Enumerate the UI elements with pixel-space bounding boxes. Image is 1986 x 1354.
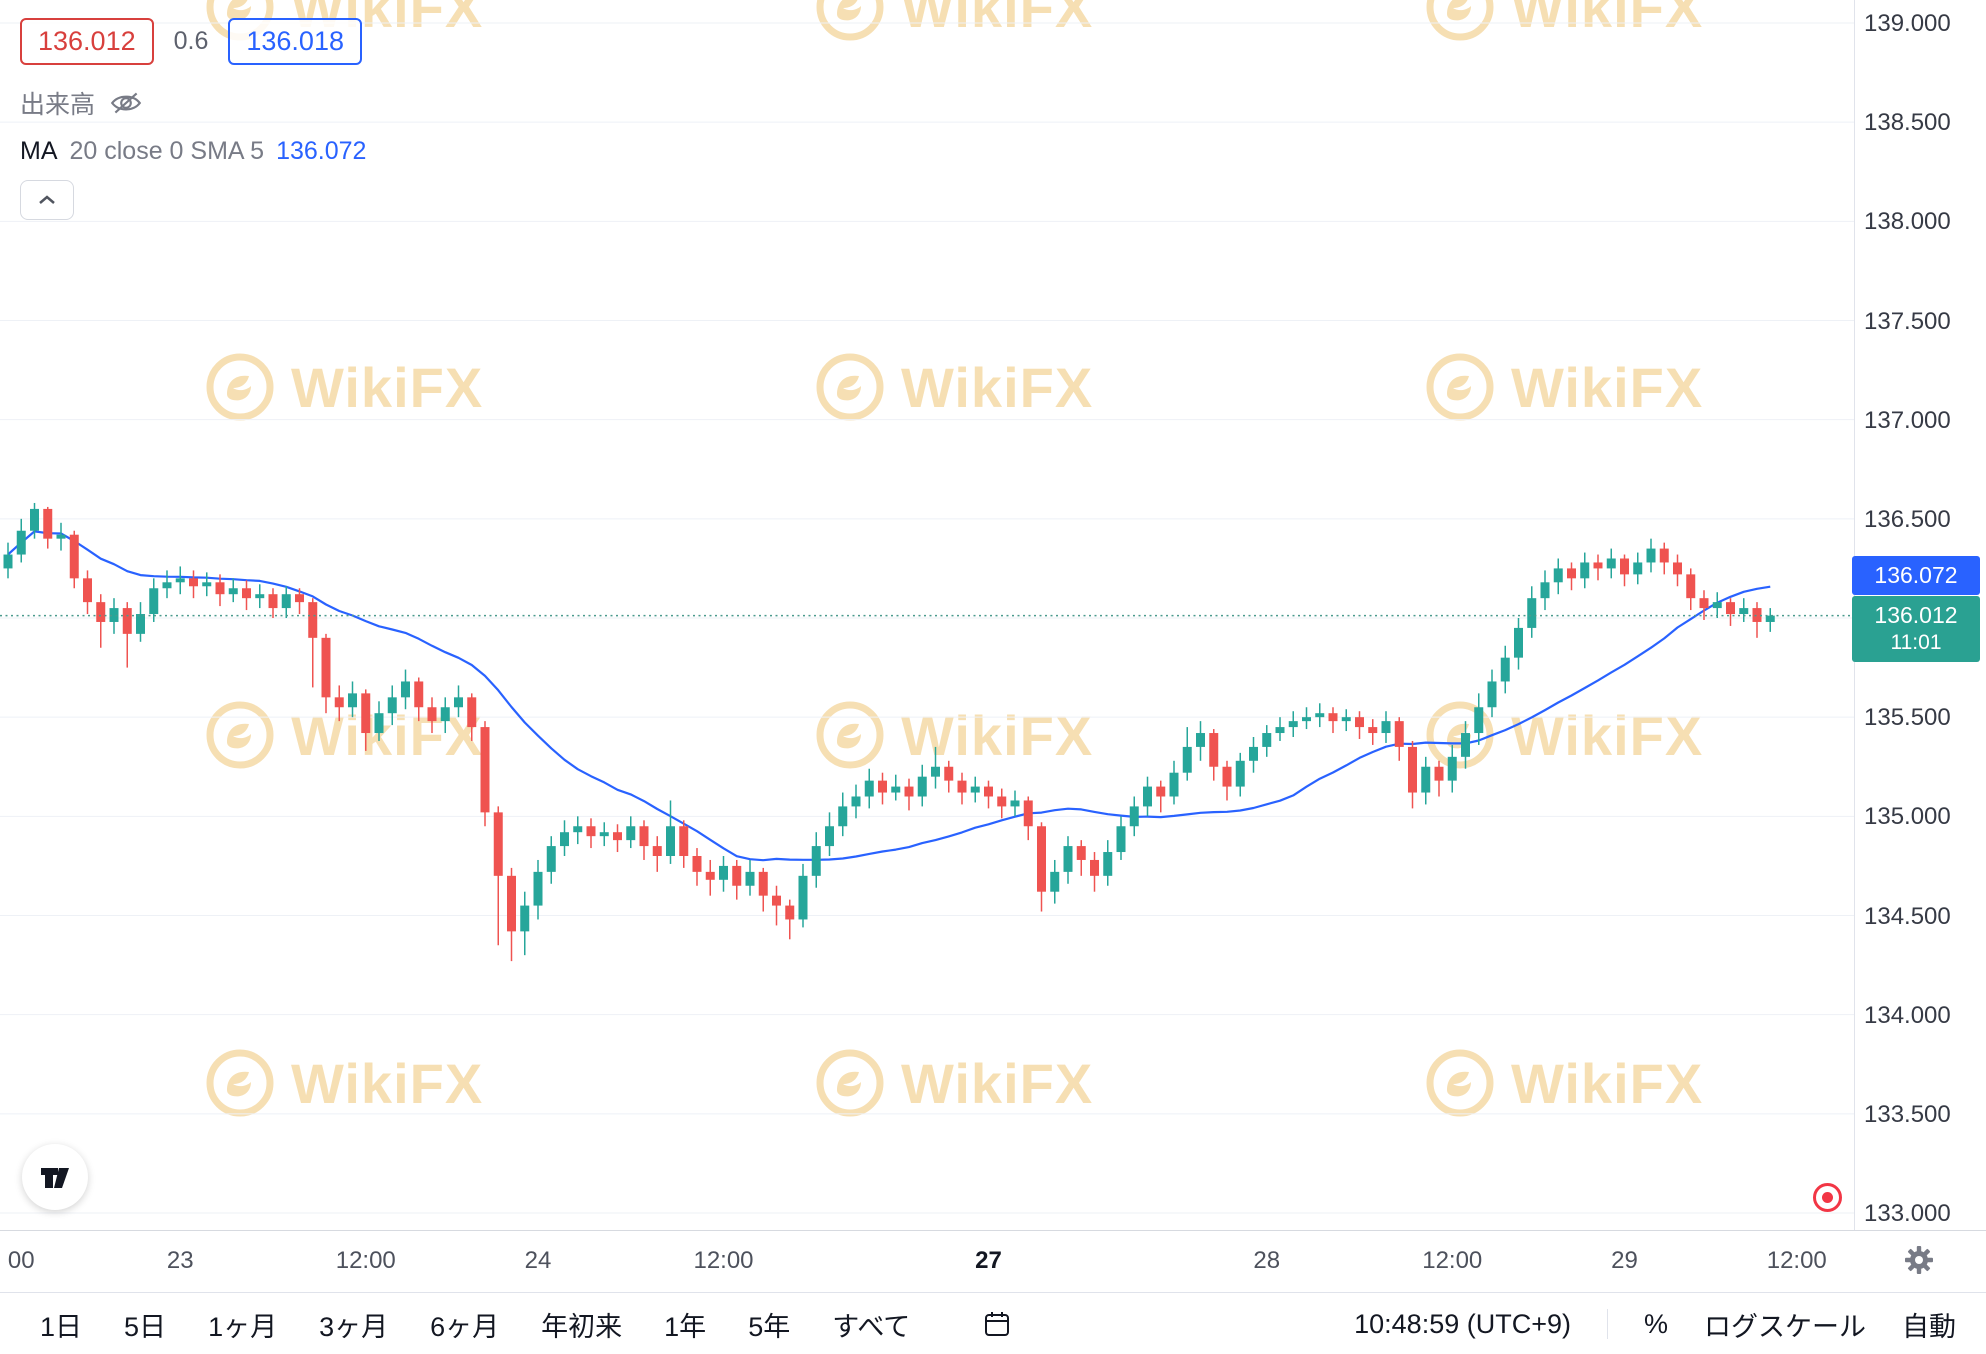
range-5year-button[interactable]: 5年 [748,1305,790,1344]
ma-params: 20 close 0 SMA 5 [69,137,265,165]
last-badge-price: 136.012 [1874,601,1958,628]
collapse-legend-button[interactable] [20,180,74,220]
time-axis-label: 23 [166,1247,194,1274]
price-axis-label: 135.000 [1864,803,1951,831]
price-axis-label: 133.500 [1864,1100,1951,1128]
time-axis-label: 12:00 [1422,1247,1483,1274]
eye-slash-icon[interactable] [109,90,143,116]
range-buttons: 1日 5日 1ヶ月 3ヶ月 6ヶ月 年初来 1年 5年 すべて [0,1305,910,1344]
last-price-badge: 136.012 11:01 [1852,595,1980,662]
price-axis-label: 135.500 [1864,704,1951,732]
time-axis-label: 29 [1611,1247,1638,1274]
bottom-toolbar: 1日 5日 1ヶ月 3ヶ月 6ヶ月 年初来 1年 5年 すべて 10:48:59… [0,1292,1986,1354]
quote-row: 136.012 0.6 136.018 [20,18,366,65]
price-axis[interactable]: 133.000 133.500 134.000 134.500 135.000 135.5… [1852,0,1986,1230]
price-axis-label: 133.000 [1864,1200,1951,1227]
ask-price-box[interactable]: 136.018 [228,18,362,65]
range-1month-button[interactable]: 1ヶ月 [208,1305,277,1344]
time-axis-label: 12:00 [1766,1247,1827,1274]
ma-badge-value: 136.072 [1874,561,1958,588]
tradingview-logo[interactable] [22,1144,88,1210]
ma-current-value: 136.072 [276,137,367,165]
time-axis-label: 12:00 [693,1247,754,1274]
price-axis-label: 139.000 [1864,10,1951,37]
price-axis-label: 137.000 [1864,406,1951,434]
range-3month-button[interactable]: 3ヶ月 [319,1305,388,1344]
range-1day-button[interactable]: 1日 [40,1305,82,1344]
chart-plot-area[interactable]: WikiFX WikiFX WikiFX WikiFX WikiFX WikiFX Wiki… [0,0,1855,1230]
chart-legend: 136.012 0.6 136.018 出来高 MA [20,18,366,220]
clock[interactable]: 10:48:59 (UTC+9) [1354,1308,1571,1339]
time-axis-label: 27 [975,1247,1002,1274]
spread-value: 0.6 [173,27,209,55]
time-axis-label: 12:00 [335,1247,396,1274]
price-axis-label: 136.500 [1864,505,1951,533]
candlestick-chart[interactable] [0,0,1855,1230]
price-axis-label: 138.500 [1864,109,1951,137]
toolbar-right: 10:48:59 (UTC+9) % ログスケール 自動 [1354,1305,1986,1344]
price-axis-label: 134.500 [1864,902,1951,930]
price-axis-label: 137.500 [1864,307,1951,335]
bid-price: 136.012 [38,26,136,56]
time-axis-label: 24 [524,1247,552,1274]
time-axis[interactable]: 00 23 12:00 24 12:00 27 28 12:00 29 12:00 [0,1230,1986,1293]
percent-scale-button[interactable]: % [1643,1308,1668,1339]
time-axis-label: 00 [7,1247,35,1274]
go-to-date-icon[interactable] [982,1309,1012,1339]
range-5day-button[interactable]: 5日 [124,1305,166,1344]
price-axis-label: 134.000 [1864,1001,1951,1029]
ask-price: 136.018 [246,26,344,56]
ma-indicator-legend[interactable]: MA 20 close 0 SMA 5 136.072 [20,137,366,166]
record-icon[interactable] [1811,1181,1844,1214]
price-axis-label: 138.000 [1864,208,1951,236]
volume-label: 出来高 [20,91,96,119]
range-all-button[interactable]: すべて [832,1305,910,1344]
toolbar-divider [1606,1309,1608,1339]
volume-row: 出来高 [20,85,366,121]
bid-price-box[interactable]: 136.012 [20,18,154,65]
last-badge-countdown: 11:01 [1890,631,1942,655]
chevron-up-icon [36,193,58,207]
gear-icon[interactable] [1904,1245,1934,1275]
ma-name: MA [20,137,58,165]
range-1year-button[interactable]: 1年 [664,1305,706,1344]
log-scale-button[interactable]: ログスケール [1704,1311,1866,1342]
range-6month-button[interactable]: 6ヶ月 [430,1305,499,1344]
time-axis-label: 28 [1253,1247,1281,1274]
range-ytd-button[interactable]: 年初来 [541,1305,622,1344]
auto-scale-button[interactable]: 自動 [1902,1311,1956,1342]
ma-price-badge: 136.072 [1852,555,1980,595]
